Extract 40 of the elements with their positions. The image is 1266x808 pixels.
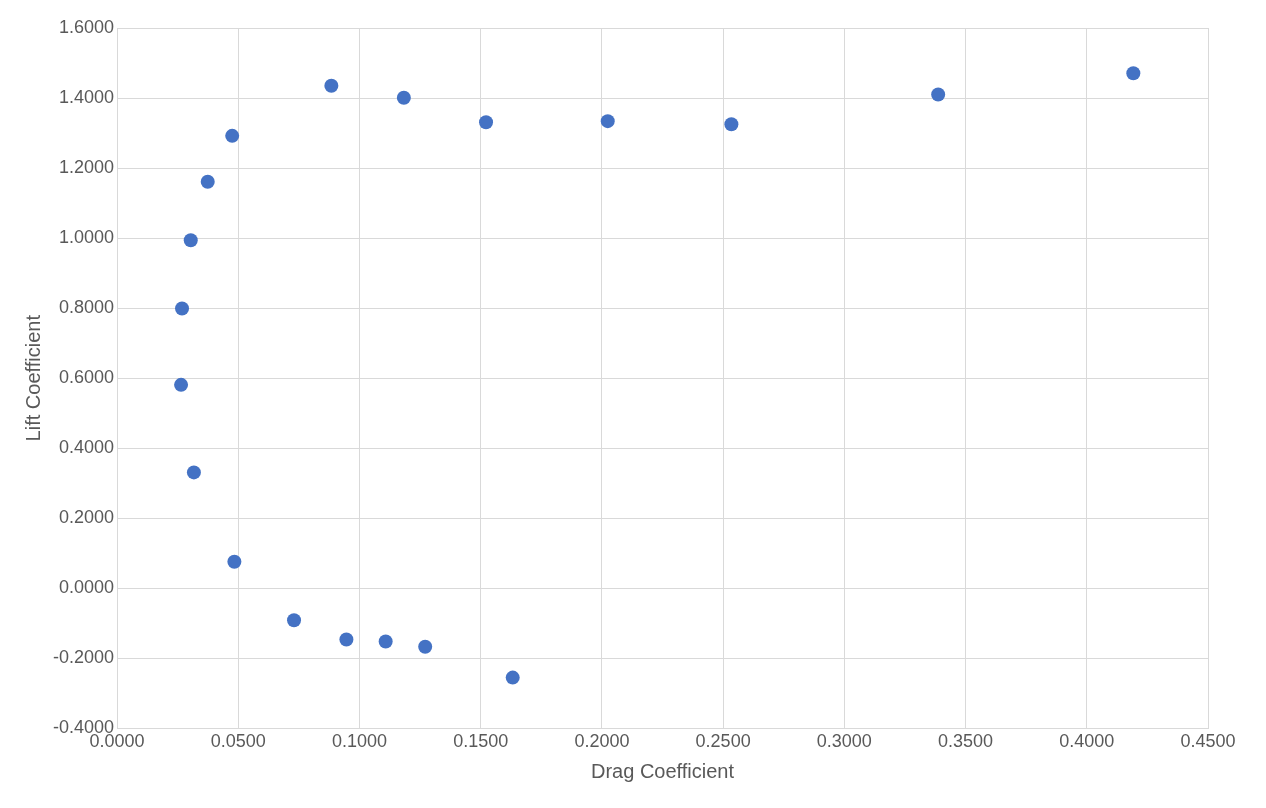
point	[174, 377, 189, 392]
point	[724, 117, 739, 132]
y-tick-label: 0.6000	[58, 367, 115, 388]
point	[378, 634, 393, 649]
y-tick-label: 0.4000	[58, 437, 115, 458]
y-tick-label: 0.0000	[58, 577, 115, 598]
point	[1126, 66, 1141, 81]
x-axis-title: Drag Coefficient	[591, 759, 735, 782]
point	[183, 233, 198, 248]
x-tick-label: 0.3500	[938, 731, 994, 752]
y-tick-label: -0.2000	[52, 647, 115, 668]
x-tick-label: 0.3000	[816, 731, 872, 752]
y-tick-label: 1.0000	[58, 227, 115, 248]
x-tick-label: 0.2000	[574, 731, 630, 752]
x-tick-label: 0.2500	[695, 731, 751, 752]
y-tick-label: 0.8000	[58, 297, 115, 318]
y-tick-label: 1.6000	[58, 16, 115, 37]
point	[339, 632, 354, 647]
point	[396, 90, 411, 105]
point	[931, 87, 946, 102]
point	[418, 639, 433, 654]
y-tick-label: 0.2000	[58, 507, 115, 528]
point	[225, 128, 240, 143]
x-tick-label: 0.1000	[331, 731, 388, 752]
point	[600, 114, 615, 129]
point	[200, 174, 215, 189]
point	[186, 465, 201, 480]
point	[175, 301, 190, 316]
point	[479, 115, 494, 130]
x-tick-label: 0.4000	[1059, 731, 1115, 752]
point	[287, 613, 302, 628]
y-tick-label: 1.2000	[58, 157, 115, 178]
y-tick-label: 1.4000	[58, 87, 115, 108]
point	[227, 554, 242, 569]
x-tick-label: 0.0500	[210, 731, 266, 752]
point	[324, 78, 339, 93]
x-tick-label: 0.4500	[1180, 731, 1236, 752]
y-axis-title: Lift Coefficient	[21, 314, 44, 442]
point	[505, 670, 520, 685]
x-tick-label: 0.1500	[453, 731, 509, 752]
